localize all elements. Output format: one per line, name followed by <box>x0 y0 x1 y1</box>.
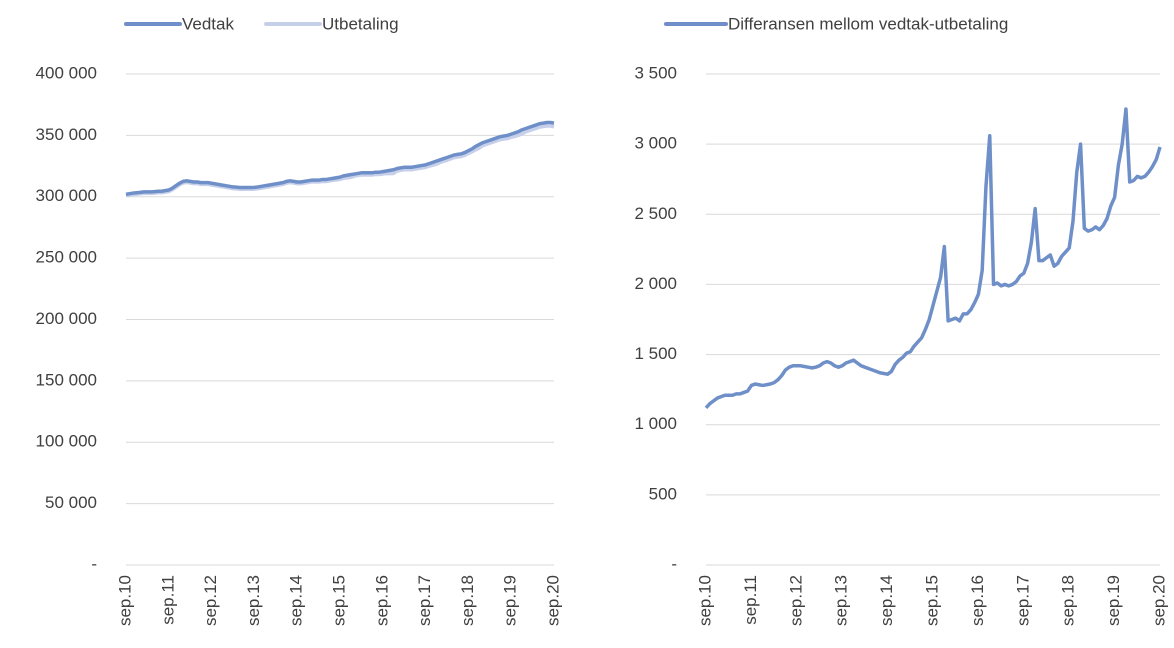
x-tick-label: sep.19 <box>1104 575 1123 626</box>
legend-label: Utbetaling <box>322 14 399 33</box>
x-tick-label: sep.20 <box>1149 575 1168 626</box>
x-tick-label: sep.18 <box>458 575 477 626</box>
x-tick-label: sep.12 <box>786 575 805 626</box>
x-tick-label: sep.15 <box>922 575 941 626</box>
y-tick-label: 1 500 <box>634 344 677 363</box>
y-tick-label: 300 000 <box>36 186 97 205</box>
y-tick-label: 400 000 <box>36 63 97 82</box>
x-tick-label: sep.10 <box>695 575 714 626</box>
y-tick-label: 2 000 <box>634 274 677 293</box>
y-tick-label: 100 000 <box>36 432 97 451</box>
x-tick-label: sep.10 <box>115 575 134 626</box>
y-tick-label: 1 000 <box>634 414 677 433</box>
x-tick-label: sep.20 <box>543 575 562 626</box>
series-line <box>125 124 555 198</box>
y-tick-label: 150 000 <box>36 370 97 389</box>
y-tick-label: - <box>91 554 97 573</box>
x-tick-label: sep.18 <box>1059 575 1078 626</box>
y-tick-label: 200 000 <box>36 309 97 328</box>
legend-label: Differansen mellom vedtak-utbetaling <box>728 14 1008 33</box>
legend-label: Vedtak <box>182 14 234 33</box>
x-tick-label: sep.19 <box>501 575 520 626</box>
y-tick-label: 500 <box>649 484 677 503</box>
y-tick-label: 50 000 <box>45 493 97 512</box>
x-tick-label: sep.14 <box>877 575 896 626</box>
y-tick-label: 350 000 <box>36 125 97 144</box>
x-tick-label: sep.17 <box>1013 575 1032 626</box>
x-tick-label: sep.11 <box>741 575 760 625</box>
x-tick-label: sep.16 <box>372 575 391 626</box>
x-tick-label: sep.14 <box>287 575 306 626</box>
y-tick-label: 3 000 <box>634 134 677 153</box>
x-tick-label: sep.12 <box>201 575 220 626</box>
x-tick-label: sep.11 <box>158 575 177 625</box>
x-tick-label: sep.17 <box>415 575 434 626</box>
y-tick-label: 250 000 <box>36 248 97 267</box>
y-tick-label: 3 500 <box>634 63 677 82</box>
y-tick-label: - <box>671 554 677 573</box>
series-line <box>704 107 1162 410</box>
y-tick-label: 2 500 <box>634 204 677 223</box>
series-line <box>125 120 555 197</box>
x-tick-label: sep.15 <box>329 575 348 626</box>
x-tick-label: sep.13 <box>244 575 263 626</box>
x-tick-label: sep.16 <box>968 575 987 626</box>
x-tick-label: sep.13 <box>832 575 851 626</box>
